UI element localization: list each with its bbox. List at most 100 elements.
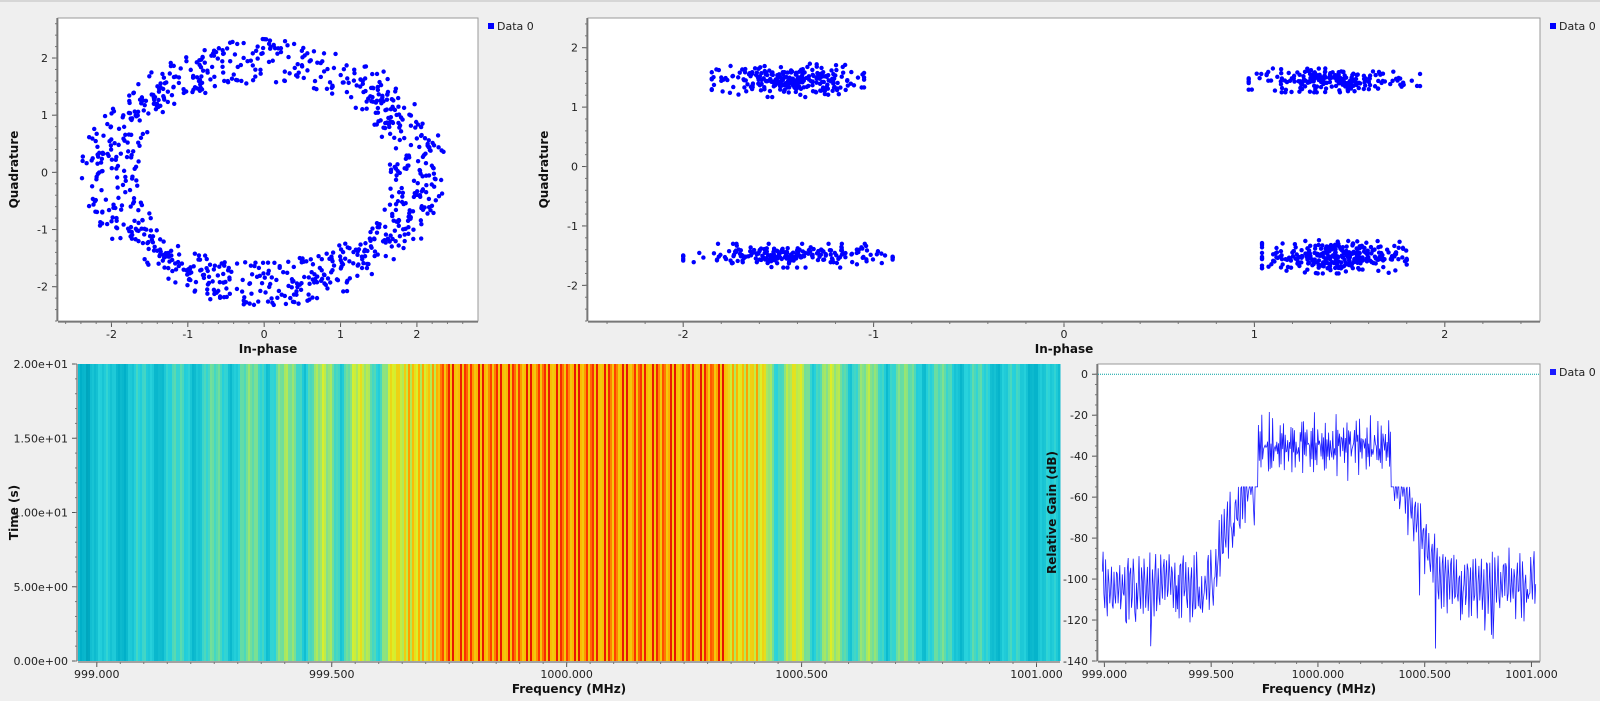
data-point — [169, 92, 175, 98]
data-point — [823, 251, 828, 257]
heatmap-cell-column — [596, 364, 599, 661]
x-tick-label: -2 — [678, 328, 689, 341]
heatmap-cell-column — [220, 364, 223, 661]
data-point — [1298, 79, 1303, 84]
data-point — [777, 84, 783, 89]
data-point — [1331, 244, 1337, 249]
data-point — [262, 275, 267, 280]
data-point — [295, 61, 300, 67]
heatmap-cell-column — [308, 364, 311, 661]
data-point — [803, 94, 808, 100]
heatmap-cell-column — [510, 364, 513, 661]
data-point — [399, 185, 404, 191]
data-point — [241, 55, 246, 61]
data-point — [879, 260, 885, 266]
data-point — [131, 90, 137, 95]
heatmap-cell-column — [418, 364, 421, 661]
data-point — [1266, 264, 1271, 269]
data-point — [701, 255, 706, 260]
heatmap-cell-column — [430, 364, 433, 661]
data-point — [140, 218, 145, 223]
data-point — [793, 70, 799, 76]
data-point — [364, 265, 370, 271]
heatmap-cell-column — [880, 364, 883, 661]
heatmap-cell-column — [806, 364, 809, 661]
data-point — [307, 59, 312, 64]
heatmap-cell-column — [106, 364, 109, 661]
data-point — [1404, 257, 1409, 263]
heatmap-cell-column — [1022, 364, 1025, 661]
heatmap-cell-column — [730, 364, 733, 661]
heatmap-cell-column — [938, 364, 941, 661]
data-point — [1259, 265, 1265, 271]
data-point — [1396, 245, 1401, 250]
heatmap-cell-column — [466, 364, 469, 661]
heatmap-cell-column — [448, 364, 451, 661]
heatmap-cell-column — [128, 364, 131, 661]
data-point — [363, 241, 368, 246]
heatmap-cell-column — [956, 364, 959, 661]
data-point — [1314, 251, 1319, 256]
heatmap-columns — [78, 364, 1061, 661]
data-points — [681, 61, 1423, 276]
heatmap-cell-column — [668, 364, 671, 661]
data-point — [837, 255, 843, 260]
heatmap-cell-column — [1038, 364, 1041, 661]
data-point — [806, 83, 811, 89]
y-axis-label: Time (s) — [7, 485, 21, 540]
data-point — [843, 87, 848, 93]
heatmap-cell-column — [804, 364, 807, 661]
data-point — [341, 289, 346, 294]
heatmap-cell-column — [564, 364, 567, 661]
data-point — [1326, 255, 1332, 260]
heatmap-cell-column — [470, 364, 473, 661]
data-point — [272, 45, 278, 51]
data-point — [221, 51, 226, 56]
heatmap-cell-column — [980, 364, 983, 661]
heatmap-cell-column — [856, 364, 859, 661]
data-point — [786, 259, 792, 265]
data-point — [314, 86, 319, 92]
data-point — [1347, 81, 1353, 87]
data-point — [230, 39, 235, 45]
data-point — [231, 72, 236, 77]
data-point — [429, 182, 434, 187]
heatmap-cell-column — [928, 364, 931, 661]
data-point — [1257, 75, 1262, 81]
data-point — [833, 63, 839, 68]
data-point — [758, 88, 764, 93]
data-point — [297, 282, 303, 287]
heatmap-cell-column — [180, 364, 183, 661]
heatmap-cell-column — [1054, 364, 1057, 661]
data-point — [238, 62, 244, 68]
data-point — [821, 257, 827, 262]
heatmap-cell-column — [664, 364, 667, 661]
data-point — [360, 107, 365, 112]
data-point — [144, 227, 149, 232]
data-point — [86, 134, 92, 140]
heatmap-cell-column — [748, 364, 751, 661]
data-point — [260, 260, 266, 266]
data-point — [199, 267, 204, 273]
data-point — [1297, 72, 1302, 78]
heatmap-cell-column — [998, 364, 1001, 661]
heatmap-cell-column — [976, 364, 979, 661]
heatmap-cell-column — [678, 364, 681, 661]
data-point — [281, 269, 286, 275]
data-point — [219, 261, 224, 266]
heatmap-cell-column — [790, 364, 793, 661]
heatmap-cell-column — [276, 364, 279, 661]
data-point — [861, 75, 867, 80]
data-point — [725, 77, 730, 83]
data-point — [441, 149, 446, 155]
heatmap-cell-column — [138, 364, 141, 661]
heatmap-cell-column — [202, 364, 205, 661]
data-point — [762, 85, 767, 90]
x-tick-label: 1000.000 — [1292, 668, 1345, 681]
data-point — [1372, 247, 1377, 252]
data-point — [152, 94, 158, 100]
heatmap-cell-column — [498, 364, 501, 661]
heatmap-cell-column — [758, 364, 761, 661]
heatmap-cell-column — [578, 364, 581, 661]
heatmap-cell-column — [500, 364, 503, 661]
